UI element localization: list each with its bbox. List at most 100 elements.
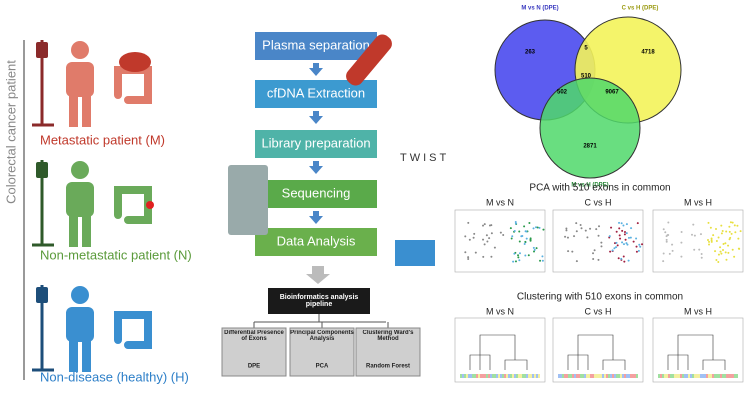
pca-dot: [625, 232, 628, 235]
leg: [82, 215, 91, 247]
pca-dot: [727, 251, 730, 254]
pca-dot: [618, 227, 621, 230]
pca-dot: [527, 254, 530, 257]
leaf: [608, 374, 610, 378]
pca-dot: [641, 243, 644, 246]
pca-dot: [467, 256, 470, 259]
pca-dot: [638, 243, 641, 246]
pca-dot: [618, 221, 621, 224]
leaf: [534, 374, 536, 378]
leaf: [516, 374, 518, 378]
leaf: [714, 374, 716, 378]
leaf: [604, 374, 606, 378]
leaf: [462, 374, 464, 378]
arrow: [309, 161, 323, 174]
pca-dot: [535, 247, 538, 250]
pca-dot: [528, 221, 531, 224]
leaf: [696, 374, 698, 378]
pca-dot: [712, 234, 715, 237]
pca-dot: [620, 222, 623, 225]
pca-dot: [680, 241, 683, 244]
pca-dot: [622, 243, 625, 246]
leaf: [558, 374, 560, 378]
pca-dot: [511, 235, 514, 238]
method-name: Differential Presence of Exons: [224, 330, 284, 342]
pca-dot: [671, 249, 674, 252]
pca-dot: [725, 258, 728, 261]
leaf: [486, 374, 488, 378]
panel-title: M vs H: [684, 306, 712, 316]
pca-dot: [518, 240, 521, 243]
pca-dot: [580, 227, 583, 230]
leaf: [728, 374, 730, 378]
pca-dot: [488, 237, 491, 240]
pca-dot: [680, 255, 683, 258]
pca-dot: [482, 255, 485, 258]
leaf: [562, 374, 564, 378]
leaf: [732, 374, 734, 378]
leaf: [628, 374, 630, 378]
leaf: [710, 374, 712, 378]
leaf: [716, 374, 718, 378]
leaf: [494, 374, 496, 378]
pca-dot: [715, 258, 718, 261]
venn-count: 9067: [605, 90, 619, 96]
pca-dot: [518, 259, 521, 262]
leaf: [490, 374, 492, 378]
leaf: [570, 374, 572, 378]
patient-label: Metastatic patient (M): [40, 132, 165, 147]
pca-dot: [615, 246, 618, 249]
leaf: [692, 374, 694, 378]
leaf: [532, 374, 534, 378]
arrow: [309, 63, 323, 76]
tube: [346, 34, 392, 86]
pca-dot: [490, 232, 493, 235]
leaf: [478, 374, 480, 378]
pca-dot: [611, 249, 614, 252]
pca-dot: [625, 242, 628, 245]
panel-title: C vs H: [585, 197, 612, 207]
pca-dot: [618, 234, 621, 237]
step-box: [255, 130, 377, 158]
pca-dot: [565, 227, 568, 230]
leaf: [498, 374, 500, 378]
pca-dot: [692, 223, 695, 226]
method-box: [221, 327, 287, 377]
leaf: [524, 374, 526, 378]
pca-dot: [564, 235, 567, 238]
leaf: [500, 374, 502, 378]
pca-dot: [467, 258, 470, 261]
pca-dot: [719, 246, 722, 249]
method-abbr: PCA: [316, 364, 329, 370]
venn-circle: [539, 77, 641, 179]
leaf: [480, 374, 482, 378]
pca-dot: [532, 227, 535, 230]
leaf: [578, 374, 580, 378]
step-label: Sequencing: [282, 185, 351, 200]
leaf: [538, 374, 540, 378]
pca-dot: [699, 233, 702, 236]
leaf: [618, 374, 620, 378]
leaf: [610, 374, 612, 378]
pca-dot: [575, 260, 578, 263]
pca-dot: [502, 233, 505, 236]
leaf: [512, 374, 514, 378]
pca-dot: [524, 254, 527, 257]
pca-dot: [731, 221, 734, 224]
pca-dot: [739, 230, 742, 233]
method-name: Clustering Ward's Method: [362, 330, 414, 342]
pca-dot: [728, 230, 731, 233]
leaf: [514, 374, 516, 378]
pca-dot: [468, 238, 471, 241]
pca-dot: [629, 236, 632, 239]
leg: [69, 215, 78, 247]
colon: [114, 311, 152, 349]
leaf: [528, 374, 530, 378]
leaf: [712, 374, 714, 378]
pca-dot: [733, 255, 736, 258]
pca-dot: [520, 235, 523, 238]
panel-title: M vs N: [486, 306, 514, 316]
body: [66, 182, 94, 217]
iv-bag: [36, 162, 48, 178]
